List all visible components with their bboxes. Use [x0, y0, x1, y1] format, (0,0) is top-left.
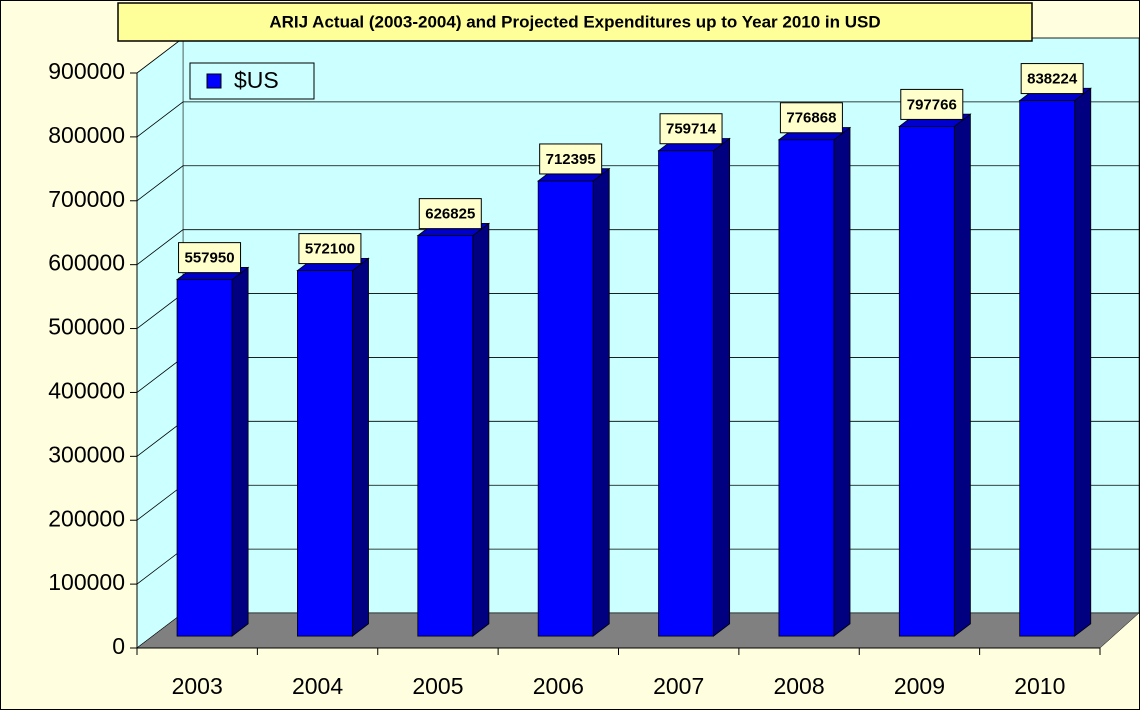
x-tick-label: 2004: [292, 673, 343, 699]
bar: [1019, 100, 1076, 637]
y-tick-label: 600000: [48, 250, 125, 276]
x-tick-label: 2006: [533, 673, 584, 699]
y-tick-label: 400000: [48, 378, 125, 404]
y-tick-label: 700000: [48, 186, 125, 212]
side-wall: [136, 37, 184, 649]
value-label: 838224: [1027, 71, 1078, 88]
y-tick-label: 100000: [48, 569, 125, 595]
value-label: 776868: [786, 110, 836, 127]
legend-swatch: [206, 73, 222, 89]
value-label-box: [779, 102, 843, 134]
x-tick-label: 2005: [412, 673, 463, 699]
legend-label: $US: [234, 67, 279, 93]
bar: [417, 235, 474, 637]
grid-line: [136, 101, 1139, 138]
bar-side: [713, 137, 731, 637]
bar: [898, 126, 955, 637]
value-label: 572100: [305, 241, 355, 258]
x-tick-label: 2003: [172, 673, 223, 699]
bar: [176, 279, 233, 637]
value-label: 759714: [666, 121, 717, 138]
x-tick-label: 2010: [1014, 673, 1065, 699]
value-label-box: [298, 233, 362, 265]
title-box: [117, 2, 1033, 42]
y-tick-label: 900000: [48, 58, 125, 84]
y-tick-label: 500000: [48, 314, 125, 340]
value-label: 557950: [185, 250, 235, 267]
y-tick-label: 200000: [48, 505, 125, 531]
value-label: 797766: [907, 96, 957, 113]
y-tick-label: 300000: [48, 441, 125, 467]
y-tick-label: 800000: [48, 122, 125, 148]
value-label-box: [1020, 63, 1084, 95]
bar-side: [472, 222, 490, 637]
floor: [136, 612, 1140, 649]
value-label-box: [539, 143, 603, 175]
bar-side: [352, 257, 369, 637]
bar-side: [231, 266, 249, 637]
bar-side: [833, 126, 851, 637]
value-label-box: [418, 198, 482, 230]
bar: [537, 180, 594, 637]
x-tick-label: 2007: [653, 673, 704, 699]
chart-title: ARIJ Actual (2003-2004) and Projected Ex…: [269, 12, 880, 31]
y-tick-label: 0: [112, 633, 125, 659]
value-label-box: [659, 113, 723, 145]
value-label-box: [178, 242, 242, 274]
value-label-box: [900, 88, 964, 120]
bar: [778, 139, 835, 637]
value-label: 712395: [546, 151, 596, 168]
x-tick-label: 2008: [773, 673, 824, 699]
bar: [658, 150, 714, 637]
bar-side: [1074, 87, 1092, 637]
bar-side: [953, 113, 971, 637]
value-label: 626825: [425, 206, 475, 223]
x-tick-label: 2009: [894, 673, 945, 699]
bar: [297, 270, 353, 637]
bar-side: [592, 167, 610, 637]
